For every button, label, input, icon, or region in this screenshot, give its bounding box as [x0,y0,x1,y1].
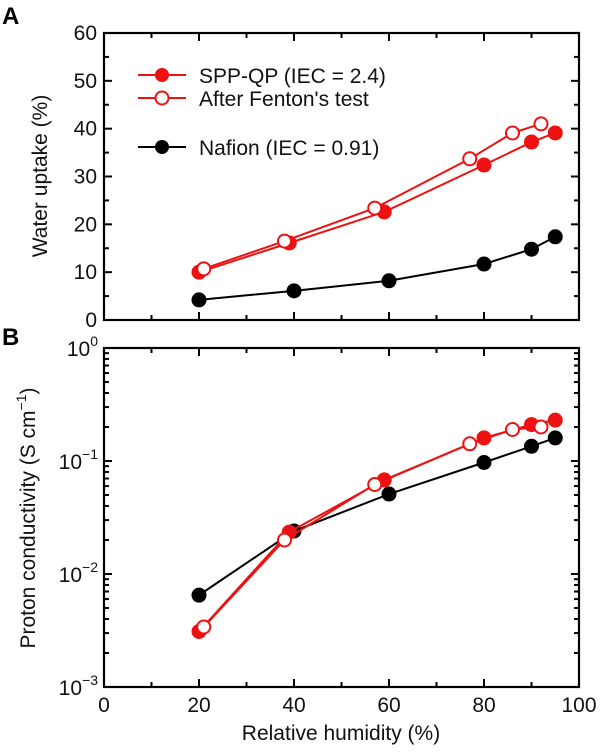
tick-label-base: 10 [59,677,82,700]
x-tick-label: 60 [377,694,400,717]
panel-a-series [191,116,563,308]
panel-b-point-after-fenton-s-test [367,476,383,492]
panel-b-y-axis-title-main: Proton conductivity (S cm [17,410,40,648]
panel-b-ticks [103,347,580,688]
panel-b-point-nafion-iec-0-91 [524,438,539,454]
tick-label-exponent: 0 [90,333,98,349]
panel-a-line-nafion-iec-0-91 [198,235,556,301]
panel-b-point-nafion-iec-0-91 [547,430,563,446]
x-tick-label: 40 [282,694,305,717]
legend-marker-nafion [155,140,169,154]
panel-a-series-nafion-iec-0-91 [191,229,563,308]
panel-b-point-after-fenton-s-test [533,419,549,435]
legend-marker-after-fenton [154,90,170,106]
panel-a-y-tick-labels: 0 10 20 30 40 50 60 [74,22,97,332]
panel-a-y-tick-label: 10 [74,261,97,284]
panel-a-y-tick-label: 40 [74,118,97,141]
panel-label-a: A [2,3,19,30]
panel-b-point-spp-qp-iec-2-4 [547,412,563,428]
panel-a-point-spp-qp-iec-2-4 [476,157,492,173]
x-tick-label: 20 [187,694,210,717]
legend: SPP-QP (IEC = 2.4) After Fenton's test N… [138,65,386,160]
tick-label-exponent: −1 [82,446,98,462]
legend-label-after-fenton: After Fenton's test [199,88,369,111]
x-tick-label: 80 [472,694,495,717]
panel-a-point-spp-qp-iec-2-4 [524,134,539,150]
panel-a-point-after-fenton-s-test [462,151,478,167]
panel-b-point-nafion-iec-0-91 [381,486,397,502]
legend-label-spp-qp: SPP-QP (IEC = 2.4) [199,65,386,88]
tick-label-base: 10 [59,564,82,587]
panel-b-y-axis-title: Proton conductivity (S cm−1) [13,387,40,648]
panel-label-b: B [2,324,19,351]
panel-b-y-tick-label: 100 [67,333,98,361]
panel-a-point-spp-qp-iec-2-4 [547,125,563,141]
legend-marker-spp-qp [155,68,169,82]
panel-a-point-after-fenton-s-test [196,261,212,277]
panel-b-point-spp-qp-iec-2-4 [476,430,492,446]
panel-a-point-after-fenton-s-test [533,116,549,132]
panel-b-y-axis-title-sup: −1 [13,394,29,410]
panel-a-plot: 0 10 20 30 40 50 60 Water uptake (%) SPP-QP (I… [29,22,581,332]
panel-a-y-tick-label: 30 [74,166,97,189]
panel-b-series-nafion-iec-0-91 [191,430,563,603]
panel-b-point-nafion-iec-0-91 [476,454,492,470]
panel-a-y-tick-label: 60 [74,22,97,45]
legend-item-after-fenton: After Fenton's test [138,88,369,111]
tick-label-exponent: −2 [82,559,98,575]
panel-b-point-after-fenton-s-test [196,619,212,635]
tick-label-base: 10 [67,338,90,361]
panel-b-series-spp-qp-iec-2-4 [191,412,563,639]
panel-b-y-tick-label: 10−1 [59,446,99,474]
panel-b-point-after-fenton-s-test [505,422,520,438]
panel-a-y-axis-title: Water uptake (%) [29,95,52,258]
panel-a-y-tick-label: 50 [74,70,97,93]
panel-b-y-tick-label: 10−2 [59,559,99,587]
x-tick-label: 0 [98,694,110,717]
panel-a-series-after-fenton-s-test [196,116,549,277]
panel-a-ticks [103,32,580,321]
panel-b-y-tick-label: 10−3 [59,672,99,700]
panel-a-point-after-fenton-s-test [505,125,520,141]
panel-a-point-nafion-iec-0-91 [476,256,492,272]
panel-b-y-axis-title-close: ) [17,387,40,394]
panel-a-point-nafion-iec-0-91 [547,229,563,245]
legend-label-nafion: Nafion (IEC = 0.91) [199,137,379,160]
panel-b-point-after-fenton-s-test [277,532,292,548]
x-axis-title: Relative humidity (%) [242,722,440,745]
panel-b-x-tick-labels: 0 20 40 60 80 100 [98,694,596,717]
panel-b-line-spp-qp-iec-2-4 [198,419,556,633]
legend-item-spp-qp: SPP-QP (IEC = 2.4) [138,65,386,88]
panel-b-point-nafion-iec-0-91 [191,587,207,603]
panel-b-line-after-fenton-s-test [203,425,542,628]
panel-a-point-nafion-iec-0-91 [191,292,207,308]
panel-b-frame [102,346,581,689]
legend-item-nafion: Nafion (IEC = 0.91) [138,137,379,160]
x-tick-label: 100 [561,694,596,717]
tick-label-exponent: −3 [82,672,98,688]
panel-a-point-nafion-iec-0-91 [381,273,397,289]
panel-b-series-after-fenton-s-test [196,419,549,635]
panel-a-point-nafion-iec-0-91 [524,241,539,257]
tick-label-base: 10 [59,451,82,474]
panel-b-point-after-fenton-s-test [462,436,478,452]
panel-b-series [191,412,563,639]
panel-a-point-after-fenton-s-test [367,200,383,216]
panel-a-point-after-fenton-s-test [277,233,292,249]
panel-a-y-tick-label: 0 [85,309,97,332]
panel-a-point-nafion-iec-0-91 [286,283,302,299]
panel-a-y-tick-label: 20 [74,213,97,236]
